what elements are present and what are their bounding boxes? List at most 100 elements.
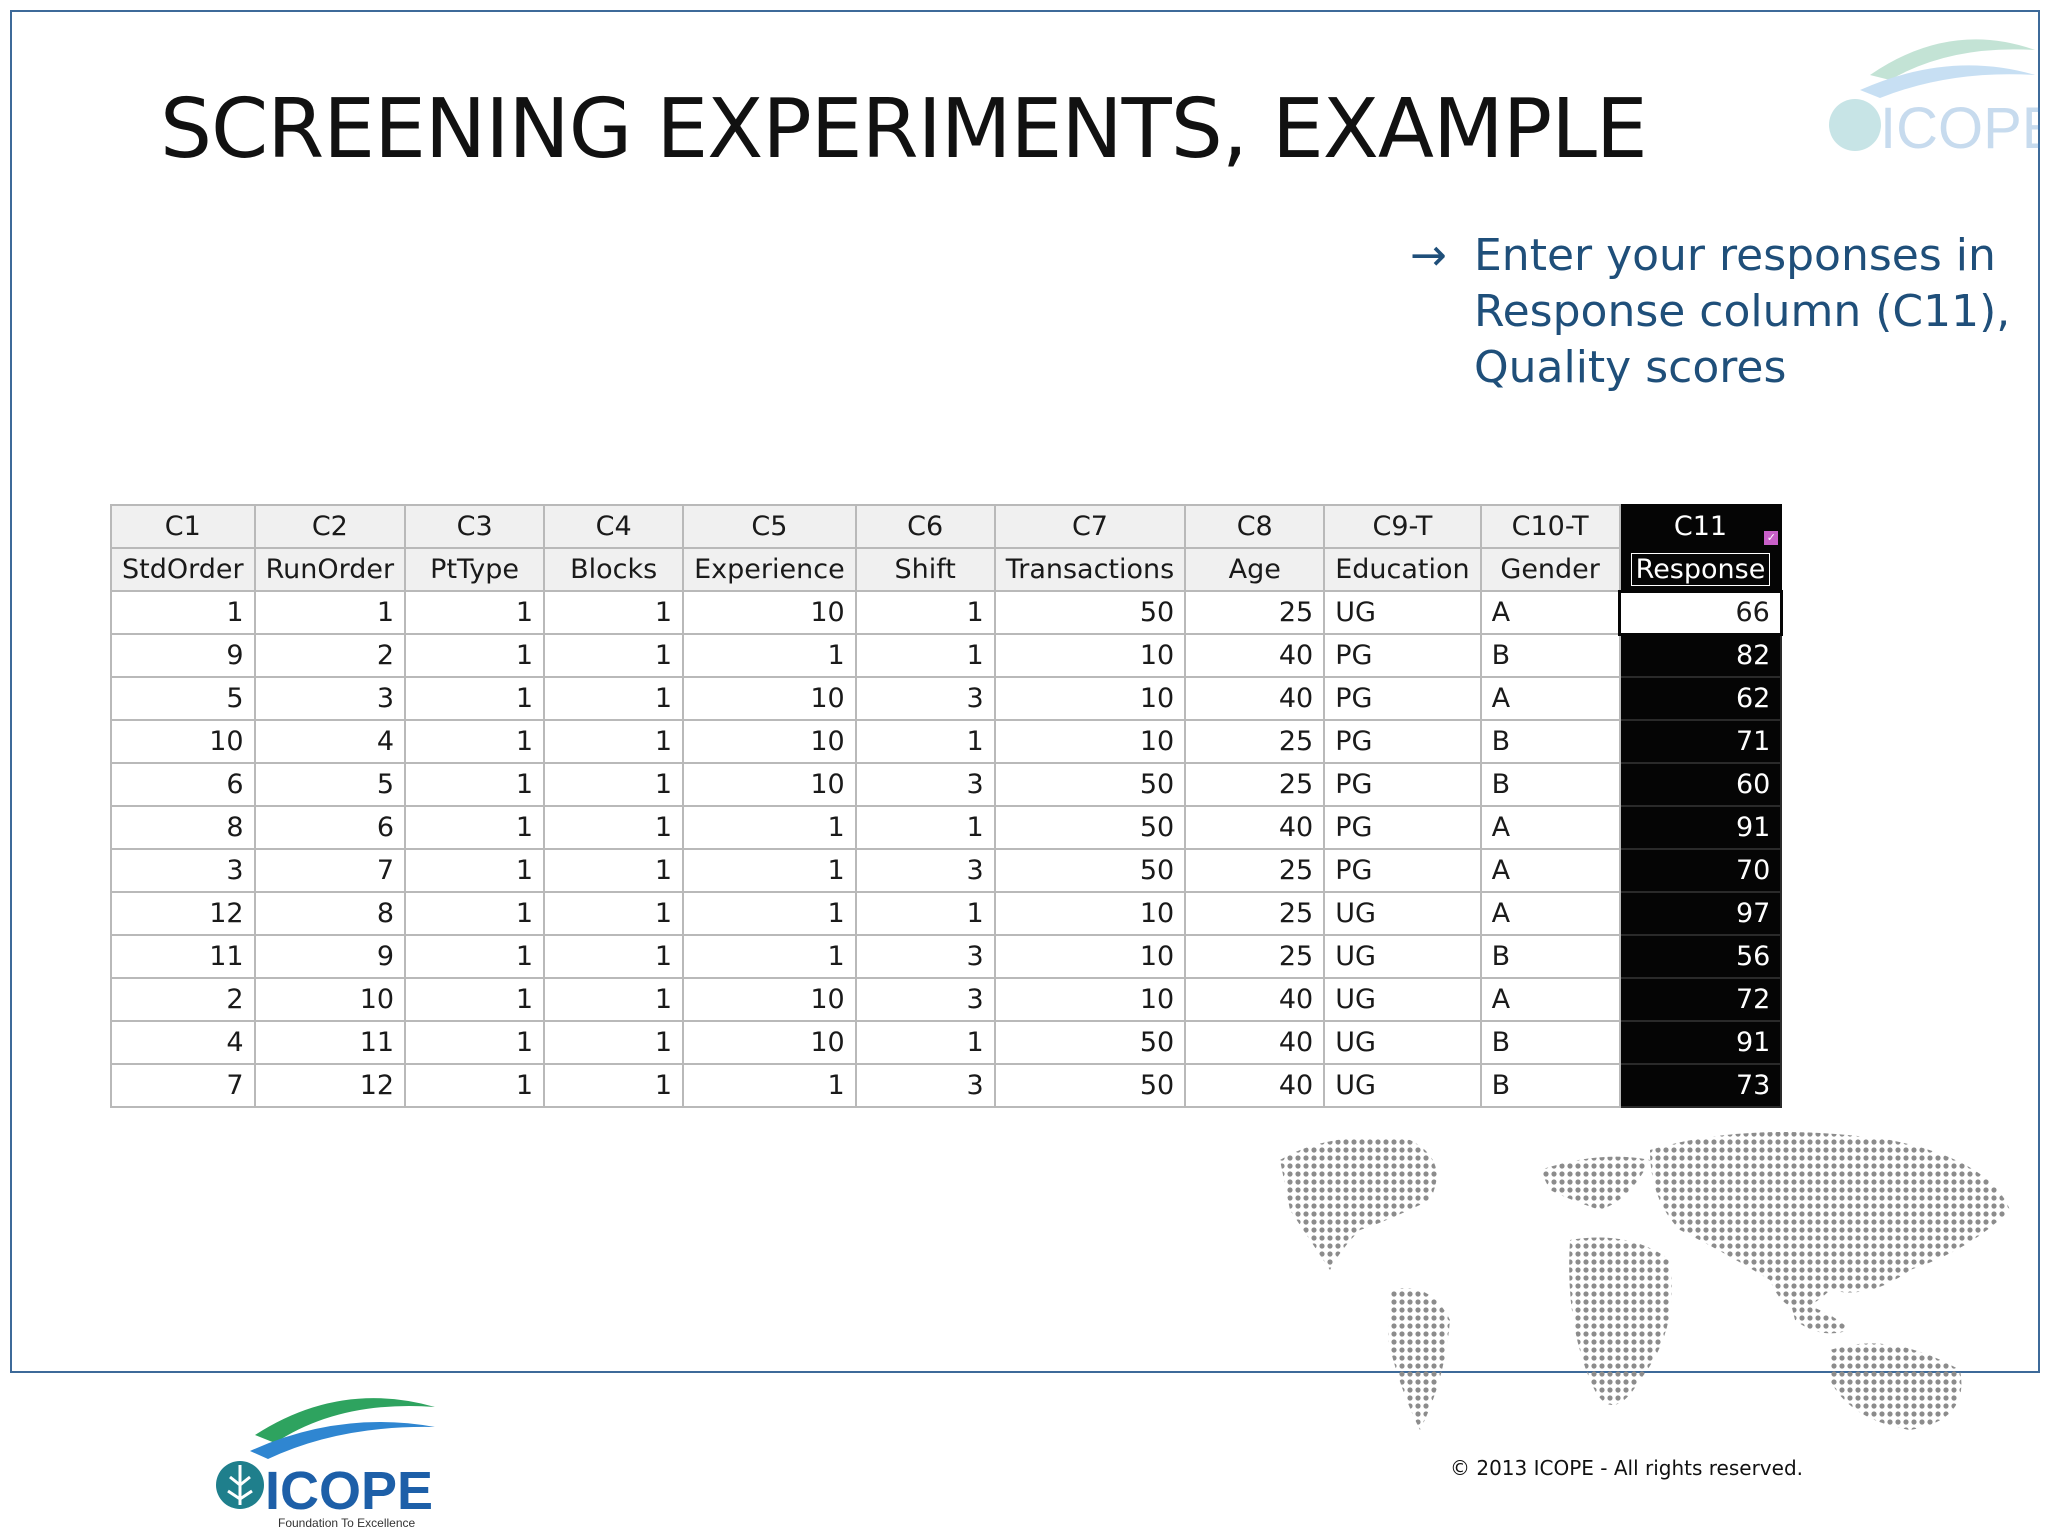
cell-education[interactable]: UG — [1323, 977, 1482, 1022]
cell-education[interactable]: UG — [1323, 1063, 1482, 1108]
cell-shift[interactable]: 1 — [854, 590, 996, 635]
cell-age[interactable]: 25 — [1184, 719, 1326, 764]
cell-shift[interactable]: 3 — [854, 676, 996, 721]
cell-pttype[interactable]: 1 — [404, 934, 546, 979]
cell-pttype[interactable]: 1 — [404, 590, 546, 635]
cell-runorder[interactable]: 7 — [253, 848, 407, 893]
cell-experience[interactable]: 10 — [682, 977, 857, 1022]
column-name-education[interactable]: Education — [1323, 547, 1482, 592]
cell-transactions[interactable]: 50 — [993, 1020, 1187, 1065]
cell-age[interactable]: 40 — [1184, 1020, 1326, 1065]
cell-blocks[interactable]: 1 — [543, 1020, 685, 1065]
column-name-shift[interactable]: Shift — [854, 547, 996, 592]
cell-transactions[interactable]: 50 — [993, 848, 1187, 893]
cell-shift[interactable]: 1 — [854, 633, 996, 678]
cell-gender[interactable]: A — [1479, 848, 1621, 893]
cell-transactions[interactable]: 10 — [993, 977, 1187, 1022]
cell-gender[interactable]: B — [1479, 719, 1621, 764]
cell-response[interactable]: 70 — [1618, 848, 1783, 893]
cell-shift[interactable]: 1 — [854, 891, 996, 936]
cell-stdorder[interactable]: 9 — [110, 633, 256, 678]
cell-blocks[interactable]: 1 — [543, 590, 685, 635]
cell-age[interactable]: 40 — [1184, 676, 1326, 721]
cell-response[interactable]: 66 — [1618, 589, 1783, 636]
cell-response[interactable]: 73 — [1618, 1063, 1783, 1108]
cell-education[interactable]: UG — [1323, 891, 1482, 936]
cell-age[interactable]: 25 — [1184, 934, 1326, 979]
cell-shift[interactable]: 3 — [854, 934, 996, 979]
column-name-blocks[interactable]: Blocks — [543, 547, 685, 592]
cell-transactions[interactable]: 10 — [993, 719, 1187, 764]
cell-blocks[interactable]: 1 — [543, 719, 685, 764]
cell-transactions[interactable]: 50 — [993, 590, 1187, 635]
cell-stdorder[interactable]: 7 — [110, 1063, 256, 1108]
cell-age[interactable]: 40 — [1184, 633, 1326, 678]
cell-experience[interactable]: 1 — [682, 805, 857, 850]
column-name-experience[interactable]: Experience — [682, 547, 857, 592]
column-id-c7[interactable]: C7 — [993, 504, 1187, 549]
cell-education[interactable]: PG — [1323, 848, 1482, 893]
cell-pttype[interactable]: 1 — [404, 762, 546, 807]
cell-stdorder[interactable]: 11 — [110, 934, 256, 979]
cell-education[interactable]: PG — [1323, 805, 1482, 850]
column-name-response[interactable]: Response — [1618, 547, 1783, 592]
cell-runorder[interactable]: 11 — [253, 1020, 407, 1065]
cell-gender[interactable]: A — [1479, 676, 1621, 721]
cell-pttype[interactable]: 1 — [404, 848, 546, 893]
cell-shift[interactable]: 3 — [854, 848, 996, 893]
column-name-stdorder[interactable]: StdOrder — [110, 547, 256, 592]
cell-education[interactable]: PG — [1323, 719, 1482, 764]
column-id-c3[interactable]: C3 — [404, 504, 546, 549]
cell-transactions[interactable]: 10 — [993, 633, 1187, 678]
cell-education[interactable]: PG — [1323, 762, 1482, 807]
cell-response[interactable]: 91 — [1618, 805, 1783, 850]
cell-response[interactable]: 71 — [1618, 719, 1783, 764]
cell-runorder[interactable]: 3 — [253, 676, 407, 721]
cell-gender[interactable]: B — [1479, 633, 1621, 678]
cell-runorder[interactable]: 4 — [253, 719, 407, 764]
cell-shift[interactable]: 1 — [854, 1020, 996, 1065]
cell-shift[interactable]: 3 — [854, 762, 996, 807]
cell-stdorder[interactable]: 4 — [110, 1020, 256, 1065]
cell-blocks[interactable]: 1 — [543, 805, 685, 850]
column-name-transactions[interactable]: Transactions — [993, 547, 1187, 592]
cell-gender[interactable]: A — [1479, 891, 1621, 936]
cell-experience[interactable]: 10 — [682, 762, 857, 807]
cell-stdorder[interactable]: 3 — [110, 848, 256, 893]
cell-stdorder[interactable]: 12 — [110, 891, 256, 936]
column-id-c11[interactable]: C11 ✓ — [1618, 504, 1783, 549]
column-name-gender[interactable]: Gender — [1479, 547, 1621, 592]
cell-runorder[interactable]: 1 — [253, 590, 407, 635]
cell-runorder[interactable]: 10 — [253, 977, 407, 1022]
cell-education[interactable]: UG — [1323, 590, 1482, 635]
cell-transactions[interactable]: 50 — [993, 805, 1187, 850]
column-id-c10[interactable]: C10-T — [1479, 504, 1621, 549]
cell-blocks[interactable]: 1 — [543, 762, 685, 807]
cell-blocks[interactable]: 1 — [543, 934, 685, 979]
cell-age[interactable]: 25 — [1184, 848, 1326, 893]
cell-experience[interactable]: 10 — [682, 719, 857, 764]
cell-experience[interactable]: 1 — [682, 848, 857, 893]
cell-response[interactable]: 91 — [1618, 1020, 1783, 1065]
cell-experience[interactable]: 10 — [682, 676, 857, 721]
cell-response[interactable]: 62 — [1618, 676, 1783, 721]
cell-experience[interactable]: 1 — [682, 934, 857, 979]
column-id-c8[interactable]: C8 — [1184, 504, 1326, 549]
cell-stdorder[interactable]: 6 — [110, 762, 256, 807]
cell-gender[interactable]: A — [1479, 805, 1621, 850]
cell-blocks[interactable]: 1 — [543, 977, 685, 1022]
cell-pttype[interactable]: 1 — [404, 633, 546, 678]
column-name-pttype[interactable]: PtType — [404, 547, 546, 592]
cell-age[interactable]: 25 — [1184, 590, 1326, 635]
cell-gender[interactable]: A — [1479, 977, 1621, 1022]
cell-gender[interactable]: B — [1479, 1063, 1621, 1108]
cell-experience[interactable]: 1 — [682, 1063, 857, 1108]
cell-runorder[interactable]: 6 — [253, 805, 407, 850]
cell-pttype[interactable]: 1 — [404, 719, 546, 764]
cell-runorder[interactable]: 12 — [253, 1063, 407, 1108]
cell-gender[interactable]: B — [1479, 1020, 1621, 1065]
cell-shift[interactable]: 1 — [854, 805, 996, 850]
cell-pttype[interactable]: 1 — [404, 676, 546, 721]
cell-age[interactable]: 25 — [1184, 891, 1326, 936]
cell-blocks[interactable]: 1 — [543, 891, 685, 936]
